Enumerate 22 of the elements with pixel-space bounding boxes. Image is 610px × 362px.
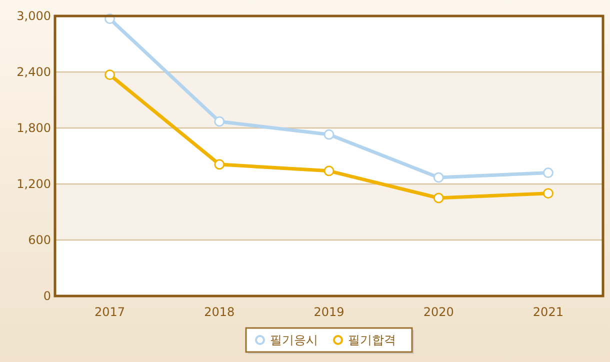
y-tick-label: 1,800 bbox=[16, 121, 51, 136]
point bbox=[214, 116, 225, 127]
y-tick-label: 2,400 bbox=[16, 65, 51, 80]
x-tick-label: 2018 bbox=[204, 305, 235, 319]
legend-label: 필기합격 bbox=[348, 333, 396, 348]
point bbox=[104, 70, 116, 80]
x-tick-label: 2021 bbox=[532, 305, 564, 319]
y-tick-label: 600 bbox=[28, 233, 51, 248]
x-tick-label: 2019 bbox=[314, 305, 344, 319]
legend-label: 필기응시 bbox=[270, 333, 318, 348]
y-tick-label: 0 bbox=[43, 289, 51, 304]
point bbox=[324, 166, 334, 176]
x-tick-label: 2017 bbox=[94, 305, 126, 319]
y-tick-label: 3,000 bbox=[16, 9, 51, 24]
point bbox=[433, 192, 444, 204]
point bbox=[433, 172, 444, 183]
point bbox=[214, 159, 225, 170]
point bbox=[542, 188, 554, 199]
point bbox=[324, 129, 334, 140]
y-tick-label: 1,200 bbox=[16, 177, 51, 192]
x-tick-label: 2020 bbox=[423, 305, 454, 319]
point bbox=[542, 168, 554, 178]
